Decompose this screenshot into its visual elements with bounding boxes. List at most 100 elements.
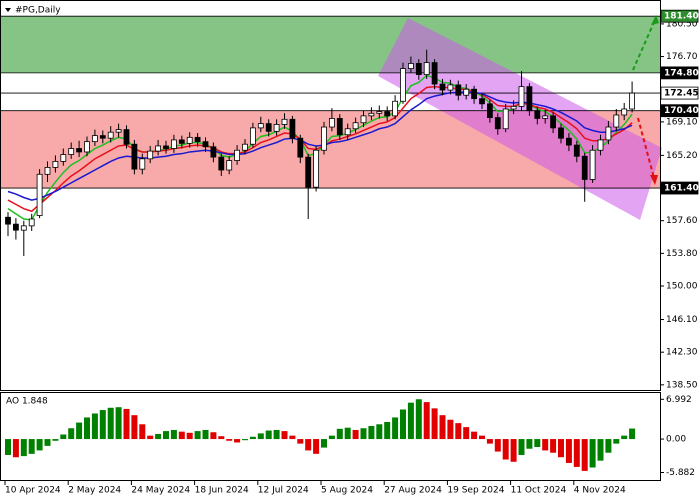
candle-body [328, 118, 335, 128]
candle-body [463, 88, 470, 96]
ao-bar [573, 439, 580, 467]
y-tick-label: 169.10 [666, 117, 698, 127]
y-tick-label: 176.70 [666, 52, 698, 62]
ao-bar [621, 435, 628, 440]
candle-body [447, 84, 454, 91]
y-tick-label: 165.20 [666, 151, 698, 161]
candle-body [202, 141, 209, 148]
y-tick-label: 6.992 [666, 395, 692, 405]
ao-bar [131, 415, 138, 440]
candle-body [36, 173, 43, 216]
candle-body [12, 223, 19, 231]
ao-bar [526, 439, 533, 449]
candle-body [163, 145, 169, 149]
candle-body [257, 123, 264, 129]
candle-body [186, 136, 193, 144]
candle-body [629, 92, 635, 110]
candle-body [368, 112, 375, 117]
x-tick-label: 18 Jun 2024 [195, 486, 249, 496]
candle-body [581, 155, 588, 180]
candle-body [344, 128, 351, 136]
ao-bar [550, 439, 557, 453]
ao-bar [202, 429, 209, 440]
ao-bar [439, 415, 446, 440]
ao-bar [407, 402, 414, 440]
candle-body [178, 139, 185, 144]
candle-body [415, 63, 422, 76]
y-tick-label: 146.10 [666, 315, 698, 325]
ao-bar [36, 439, 43, 451]
ao-bar [376, 424, 383, 440]
ao-bar [629, 428, 636, 440]
candle-body [281, 118, 288, 125]
ao-bar [518, 439, 525, 455]
x-tick-label: 5 Aug 2024 [321, 486, 373, 496]
candle-body [115, 129, 122, 133]
ao-bar [115, 407, 122, 440]
y-tick-label: 142.30 [666, 348, 698, 358]
ao-bar [431, 408, 438, 440]
ao-bar [139, 424, 146, 440]
ao-bar [123, 408, 130, 440]
candle-body [471, 88, 478, 100]
candle-body [249, 127, 256, 145]
ao-bar [234, 439, 241, 443]
menu-icon [5, 8, 11, 12]
candle-body [92, 135, 98, 143]
candle-body [170, 139, 177, 149]
level-label-box [660, 181, 699, 195]
candle-body [502, 108, 509, 130]
candle-body [407, 63, 414, 69]
level-label: 181.40 [664, 12, 699, 22]
ao-bar [20, 439, 27, 457]
ao-bar [597, 439, 604, 461]
candle-body [589, 149, 596, 180]
candle-body [550, 115, 556, 129]
ao-bar [52, 439, 59, 441]
ao-bar [605, 439, 612, 453]
candle-body [52, 161, 59, 168]
level-label-box [660, 104, 699, 118]
ao-bar [281, 431, 288, 440]
ao-bar [242, 439, 248, 441]
candle-body [265, 123, 272, 132]
ao-bar [84, 417, 90, 440]
ao-bar [321, 439, 327, 448]
level-label: 174.80 [664, 68, 699, 78]
ao-bar [194, 431, 201, 440]
ao-bar [494, 439, 501, 452]
candle-body [155, 145, 162, 152]
ao-title: AO 1.848 [6, 397, 48, 407]
chart-title: #PG,Daily [15, 6, 61, 16]
y-tick-label: 157.60 [666, 216, 698, 226]
candle-body [400, 68, 406, 102]
candle-body [613, 114, 620, 128]
candle-body [534, 110, 541, 119]
ao-bar [44, 439, 51, 446]
ao-bar [163, 431, 169, 440]
candle-body [621, 108, 628, 116]
y-tick-label: 0.00 [666, 435, 686, 445]
candle-body [234, 149, 241, 161]
x-tick-label: 19 Sep 2024 [447, 486, 504, 496]
x-tick-label: 4 Nov 2024 [574, 486, 626, 496]
ao-bar [400, 409, 406, 440]
ao-bar [289, 435, 296, 440]
main-frame [0, 0, 661, 391]
candle-body [194, 136, 201, 143]
candle-body [60, 154, 67, 162]
candle-body [510, 106, 517, 110]
x-tick-label: 12 Jul 2024 [258, 486, 309, 496]
y-tick-label: 153.80 [666, 249, 698, 259]
candle-body [384, 111, 391, 117]
ao-bar [28, 439, 35, 454]
ao-bar [447, 419, 454, 440]
candle-body [139, 158, 146, 170]
y-tick-label: 180.50 [666, 19, 698, 29]
candle-body [439, 83, 446, 91]
candle-body [297, 137, 304, 158]
ao-bar [534, 439, 541, 448]
ao-bar [99, 410, 106, 440]
candle-body [44, 167, 51, 175]
candle-body [218, 156, 225, 171]
